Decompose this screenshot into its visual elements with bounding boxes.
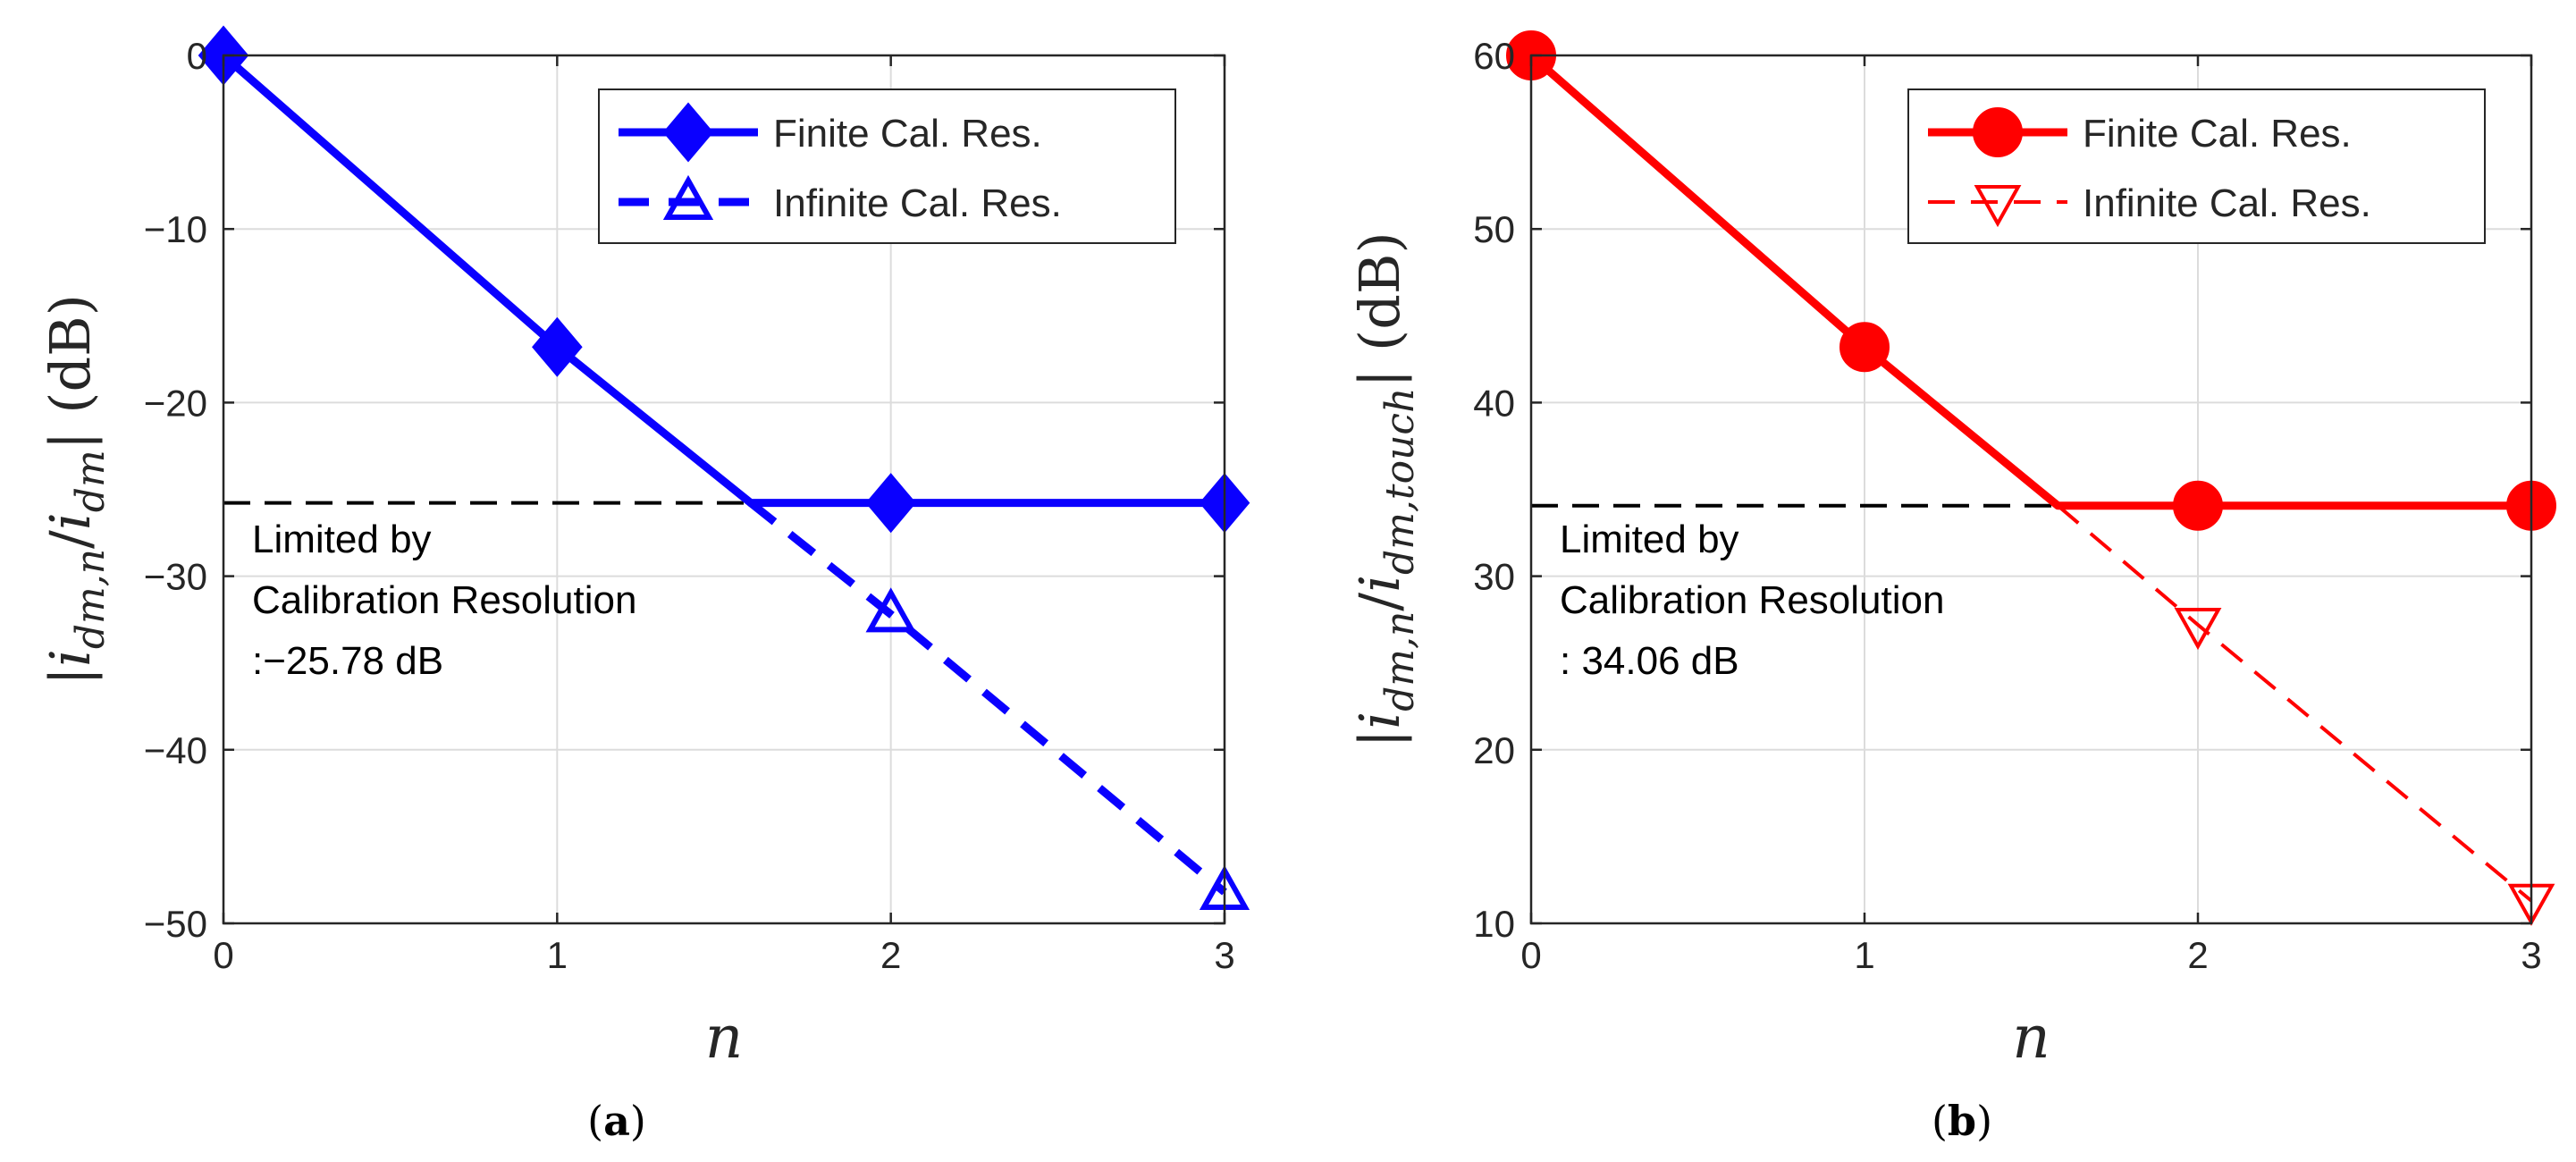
legend: Finite Cal. Res. Infinite Cal. Res. (1907, 88, 2486, 244)
chart-panel-a: 0 1 2 3 0 −10 −20 −30 −40 −50 n |idm,n​/idm​| (dB) F… (38, 25, 1250, 1145)
y-tick-label: −40 (144, 729, 207, 771)
annotation-line: Limited by (252, 518, 432, 561)
y-tick-label: 60 (1473, 35, 1515, 77)
y-tick-label: 50 (1473, 208, 1515, 250)
data-point (2174, 607, 2222, 651)
y-axis-label: |idm,n​/idm,touch​| (dB) (1347, 232, 1423, 747)
series-line-infinite (2057, 504, 2533, 903)
annotation-line: Limited by (1560, 518, 1739, 561)
data-point (2173, 480, 2223, 531)
axes-box (1529, 54, 2533, 925)
legend-label: Finite Cal. Res. (773, 112, 1042, 156)
y-tick-label: −50 (144, 903, 207, 945)
data-point (865, 587, 916, 633)
annotation-line: Calibration Resolution (252, 578, 636, 622)
annotation: Limited by Calibration Resolution :−25.78 … (252, 518, 636, 683)
axes-box (222, 54, 1226, 925)
y-tick-label: −10 (144, 208, 207, 250)
chart-panel-b: 0 1 2 3 60 50 40 30 20 10 n |idm,n​/idm,touch​| (dB… (1347, 30, 2556, 1145)
x-axis-label: n (705, 1003, 744, 1072)
legend-marker (662, 174, 714, 220)
data-point (532, 316, 583, 377)
y-tick-label: 20 (1473, 729, 1515, 771)
legend-marker (662, 102, 714, 163)
y-tick-label: 0 (187, 35, 207, 77)
annotation: Limited by Calibration Resolution : 34.06 … (1560, 518, 1944, 683)
x-tick-label: 0 (1520, 934, 1541, 976)
x-axis-label: n (2012, 1003, 2050, 1072)
legend-label: Infinite Cal. Res. (773, 181, 1062, 225)
panel-caption: (a) (587, 1097, 646, 1145)
legend: Finite Cal. Res. Infinite Cal. Res. (598, 88, 1176, 244)
legend-marker (1974, 185, 2022, 228)
y-tick-label: −30 (144, 556, 207, 598)
x-tick-label: 0 (213, 934, 233, 976)
legend-label: Finite Cal. Res. (2083, 112, 2352, 156)
x-tick-label: 1 (547, 934, 568, 976)
series-line-infinite (748, 500, 1227, 896)
x-tick-label: 1 (1854, 934, 1874, 976)
y-tick-label: 40 (1473, 382, 1515, 424)
panel-caption: (b) (1932, 1097, 1992, 1145)
x-tick-label: 2 (880, 934, 901, 976)
x-tick-label: 3 (2521, 934, 2541, 976)
x-tick-label: 3 (1214, 934, 1234, 976)
series-markers-finite (198, 25, 1250, 534)
legend-label: Infinite Cal. Res. (2083, 181, 2371, 225)
annotation-line: Calibration Resolution (1560, 578, 1944, 622)
data-point (1839, 322, 1890, 373)
data-point (865, 473, 916, 534)
legend-marker (1973, 107, 2023, 157)
y-axis-label: |idm,n​/idm​| (dB) (38, 294, 114, 686)
y-tick-label: 10 (1473, 903, 1515, 945)
annotation-line: :−25.78 dB (252, 639, 443, 683)
y-tick-label: 30 (1473, 556, 1515, 598)
x-tick-label: 2 (2187, 934, 2208, 976)
annotation-line: : 34.06 dB (1560, 639, 1739, 683)
y-tick-label: −20 (144, 382, 207, 424)
